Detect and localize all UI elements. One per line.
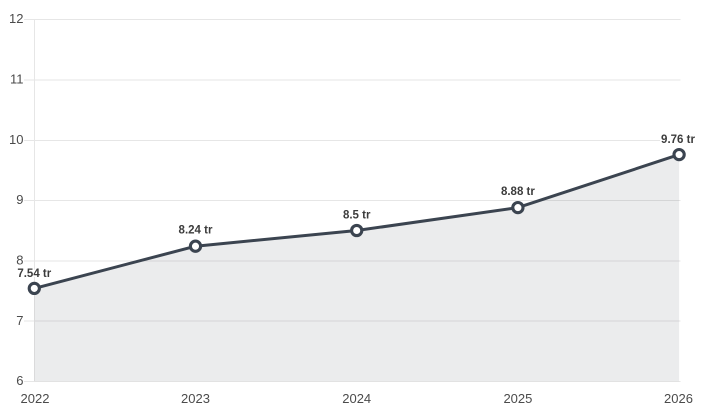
svg-text:2022: 2022 — [21, 391, 50, 406]
svg-text:9: 9 — [16, 192, 23, 207]
svg-text:9.76 tr: 9.76 tr — [661, 134, 695, 146]
svg-text:8.24 tr: 8.24 tr — [179, 225, 213, 237]
svg-text:2024: 2024 — [342, 391, 371, 406]
svg-text:8: 8 — [16, 253, 23, 268]
svg-text:6: 6 — [16, 373, 23, 388]
svg-text:8.88 tr: 8.88 tr — [501, 186, 535, 198]
svg-text:2023: 2023 — [181, 391, 210, 406]
svg-text:7: 7 — [16, 313, 23, 328]
svg-text:10: 10 — [9, 132, 23, 147]
svg-text:2025: 2025 — [503, 391, 532, 406]
svg-text:12: 12 — [9, 11, 23, 26]
svg-text:7.54 tr: 7.54 tr — [17, 268, 51, 280]
svg-text:2026: 2026 — [664, 391, 693, 406]
svg-text:11: 11 — [10, 72, 24, 87]
svg-text:8.5 tr: 8.5 tr — [343, 209, 371, 221]
